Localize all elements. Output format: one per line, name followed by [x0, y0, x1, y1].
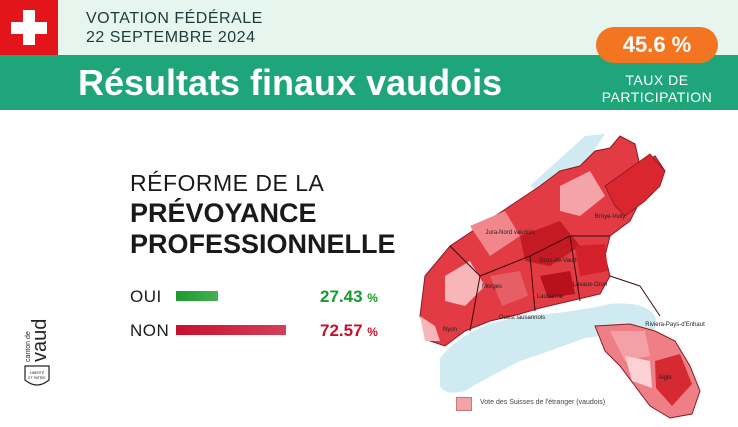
turnout-badge: 45.6 %	[596, 27, 718, 63]
svg-text:Gros-de-Vaud: Gros-de-Vaud	[539, 258, 576, 264]
yes-bar	[176, 291, 218, 301]
svg-text:Aigle: Aigle	[658, 375, 672, 381]
svg-text:LIBERTÉ: LIBERTÉ	[30, 370, 45, 375]
no-bar-track	[176, 325, 286, 335]
svg-text:Jura-Nord vaudois: Jura-Nord vaudois	[485, 230, 534, 236]
svg-text:Lausanne: Lausanne	[537, 294, 564, 300]
legend-text: Vote des Suisses de l'étranger (vaudois)	[480, 399, 606, 406]
svg-text:Nyon: Nyon	[443, 327, 457, 333]
no-percentage: 72.57 %	[320, 321, 378, 340]
no-label: NON	[130, 321, 170, 340]
yes-label: OUI	[130, 287, 162, 306]
svg-text:ET PATRIE: ET PATRIE	[28, 376, 46, 380]
svg-text:Riviera-Pays-d'Enhaut: Riviera-Pays-d'Enhaut	[645, 322, 705, 328]
yes-percentage: 27.43 %	[320, 287, 378, 306]
svg-text:Lavaux-Oron: Lavaux-Oron	[573, 282, 608, 288]
title-banner	[0, 55, 738, 110]
no-bar	[176, 325, 286, 335]
subject-line-3: PROFESSIONNELLE	[130, 229, 396, 259]
results-map: Broye-Vully Jura-Nord vaudois Gros-de-Va…	[419, 134, 705, 419]
yes-bar-track	[176, 291, 286, 301]
svg-text:vaud: vaud	[29, 319, 51, 362]
canton-vaud-logo: canton de vaud LIBERTÉ ET PATRIE	[24, 319, 51, 386]
svg-text:Broye-Vully: Broye-Vully	[595, 214, 625, 220]
subject-line-2: PRÉVOYANCE	[130, 198, 317, 228]
subject-line-1: RÉFORME DE LA	[130, 170, 325, 196]
svg-text:Ouest lausannois: Ouest lausannois	[499, 315, 545, 321]
turnout-label: TAUX DE PARTICIPATION	[601, 72, 713, 105]
svg-text:canton de: canton de	[25, 331, 32, 362]
vote-title: VOTATION FÉDÉRALE 22 SEPTEMBRE 2024	[86, 10, 263, 46]
page-title: Résultats finaux vaudois	[78, 62, 503, 103]
legend-swatch	[456, 397, 472, 411]
swiss-flag-icon	[0, 0, 58, 55]
svg-text:Morges: Morges	[482, 284, 502, 290]
